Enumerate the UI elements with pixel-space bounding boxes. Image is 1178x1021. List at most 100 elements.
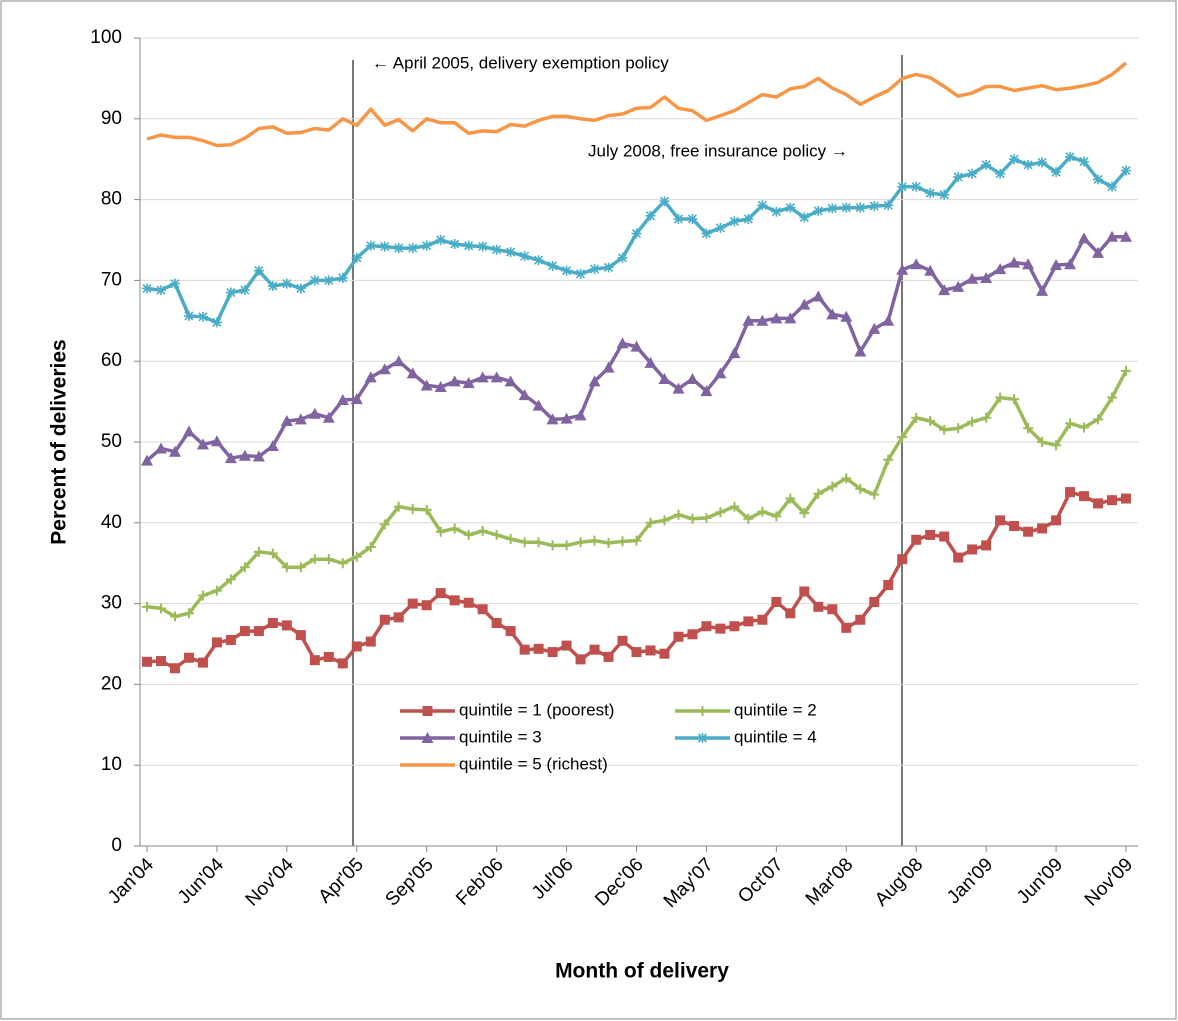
marker xyxy=(855,483,866,494)
marker xyxy=(322,411,335,423)
marker xyxy=(281,278,292,289)
marker xyxy=(477,241,488,252)
marker xyxy=(295,283,306,294)
marker xyxy=(799,212,810,223)
marker xyxy=(644,356,657,368)
marker xyxy=(799,508,810,519)
marker xyxy=(1093,414,1104,425)
marker xyxy=(491,244,502,255)
marker xyxy=(813,205,824,216)
marker xyxy=(421,600,432,611)
marker xyxy=(379,241,390,252)
marker xyxy=(421,504,432,515)
marker xyxy=(617,536,628,547)
marker xyxy=(294,413,307,425)
marker xyxy=(155,655,166,666)
marker xyxy=(491,529,502,540)
marker xyxy=(897,432,908,443)
marker xyxy=(309,275,320,286)
marker xyxy=(519,251,530,262)
marker xyxy=(168,445,181,457)
marker xyxy=(603,538,614,548)
marker xyxy=(169,663,180,674)
marker xyxy=(449,595,460,606)
marker xyxy=(518,389,531,401)
marker xyxy=(602,361,615,373)
marker xyxy=(379,614,390,625)
marker xyxy=(994,263,1007,275)
marker xyxy=(981,159,992,170)
x-axis-title: Month of delivery xyxy=(555,960,729,983)
marker xyxy=(505,626,516,637)
marker xyxy=(1009,521,1020,532)
marker xyxy=(1050,259,1063,271)
marker xyxy=(799,586,810,597)
marker xyxy=(715,222,726,233)
marker xyxy=(337,558,348,569)
marker xyxy=(281,562,292,573)
marker xyxy=(225,574,236,585)
marker xyxy=(1023,526,1034,537)
marker xyxy=(155,285,166,296)
marker xyxy=(1107,392,1118,403)
marker xyxy=(547,540,558,551)
marker xyxy=(266,440,279,452)
marker xyxy=(697,733,708,743)
marker xyxy=(938,284,951,296)
marker xyxy=(1065,418,1076,429)
marker xyxy=(476,371,489,383)
marker xyxy=(463,529,474,540)
marker xyxy=(533,255,544,266)
y-tick-label: 20 xyxy=(101,673,122,694)
marker xyxy=(365,636,376,647)
marker xyxy=(1037,437,1048,447)
marker xyxy=(995,168,1006,179)
marker xyxy=(197,590,208,601)
marker xyxy=(827,481,838,492)
marker xyxy=(406,367,419,379)
marker xyxy=(1023,159,1034,170)
y-tick-label: 60 xyxy=(101,350,122,371)
marker xyxy=(490,371,503,383)
marker xyxy=(855,614,866,625)
marker xyxy=(141,601,152,612)
marker xyxy=(981,540,992,551)
marker xyxy=(631,228,642,239)
marker xyxy=(869,201,880,212)
marker xyxy=(911,412,922,423)
marker xyxy=(351,551,362,562)
marker xyxy=(897,554,908,565)
marker xyxy=(1008,256,1021,268)
marker xyxy=(281,620,292,631)
legend-label: quintile = 5 (richest) xyxy=(459,754,608,773)
marker xyxy=(392,355,405,367)
marker xyxy=(967,168,978,179)
marker xyxy=(561,540,572,551)
marker xyxy=(588,375,601,387)
marker xyxy=(967,416,978,427)
marker xyxy=(309,655,320,666)
marker xyxy=(169,611,180,622)
marker xyxy=(1121,365,1132,376)
marker xyxy=(1093,498,1104,509)
marker xyxy=(827,203,838,214)
marker xyxy=(449,523,460,534)
marker xyxy=(645,210,656,221)
marker xyxy=(1121,165,1132,176)
y-tick-label: 50 xyxy=(101,431,122,452)
marker xyxy=(784,312,797,324)
marker xyxy=(252,450,265,462)
marker xyxy=(686,372,699,384)
marker xyxy=(995,515,1006,526)
marker xyxy=(1121,493,1132,504)
marker xyxy=(617,635,628,646)
marker xyxy=(253,626,264,637)
marker xyxy=(589,535,600,546)
marker xyxy=(1022,258,1035,270)
marker xyxy=(687,513,698,524)
marker xyxy=(995,392,1006,403)
marker xyxy=(365,240,376,251)
marker xyxy=(210,435,223,447)
marker xyxy=(1107,181,1118,192)
marker xyxy=(896,263,909,275)
